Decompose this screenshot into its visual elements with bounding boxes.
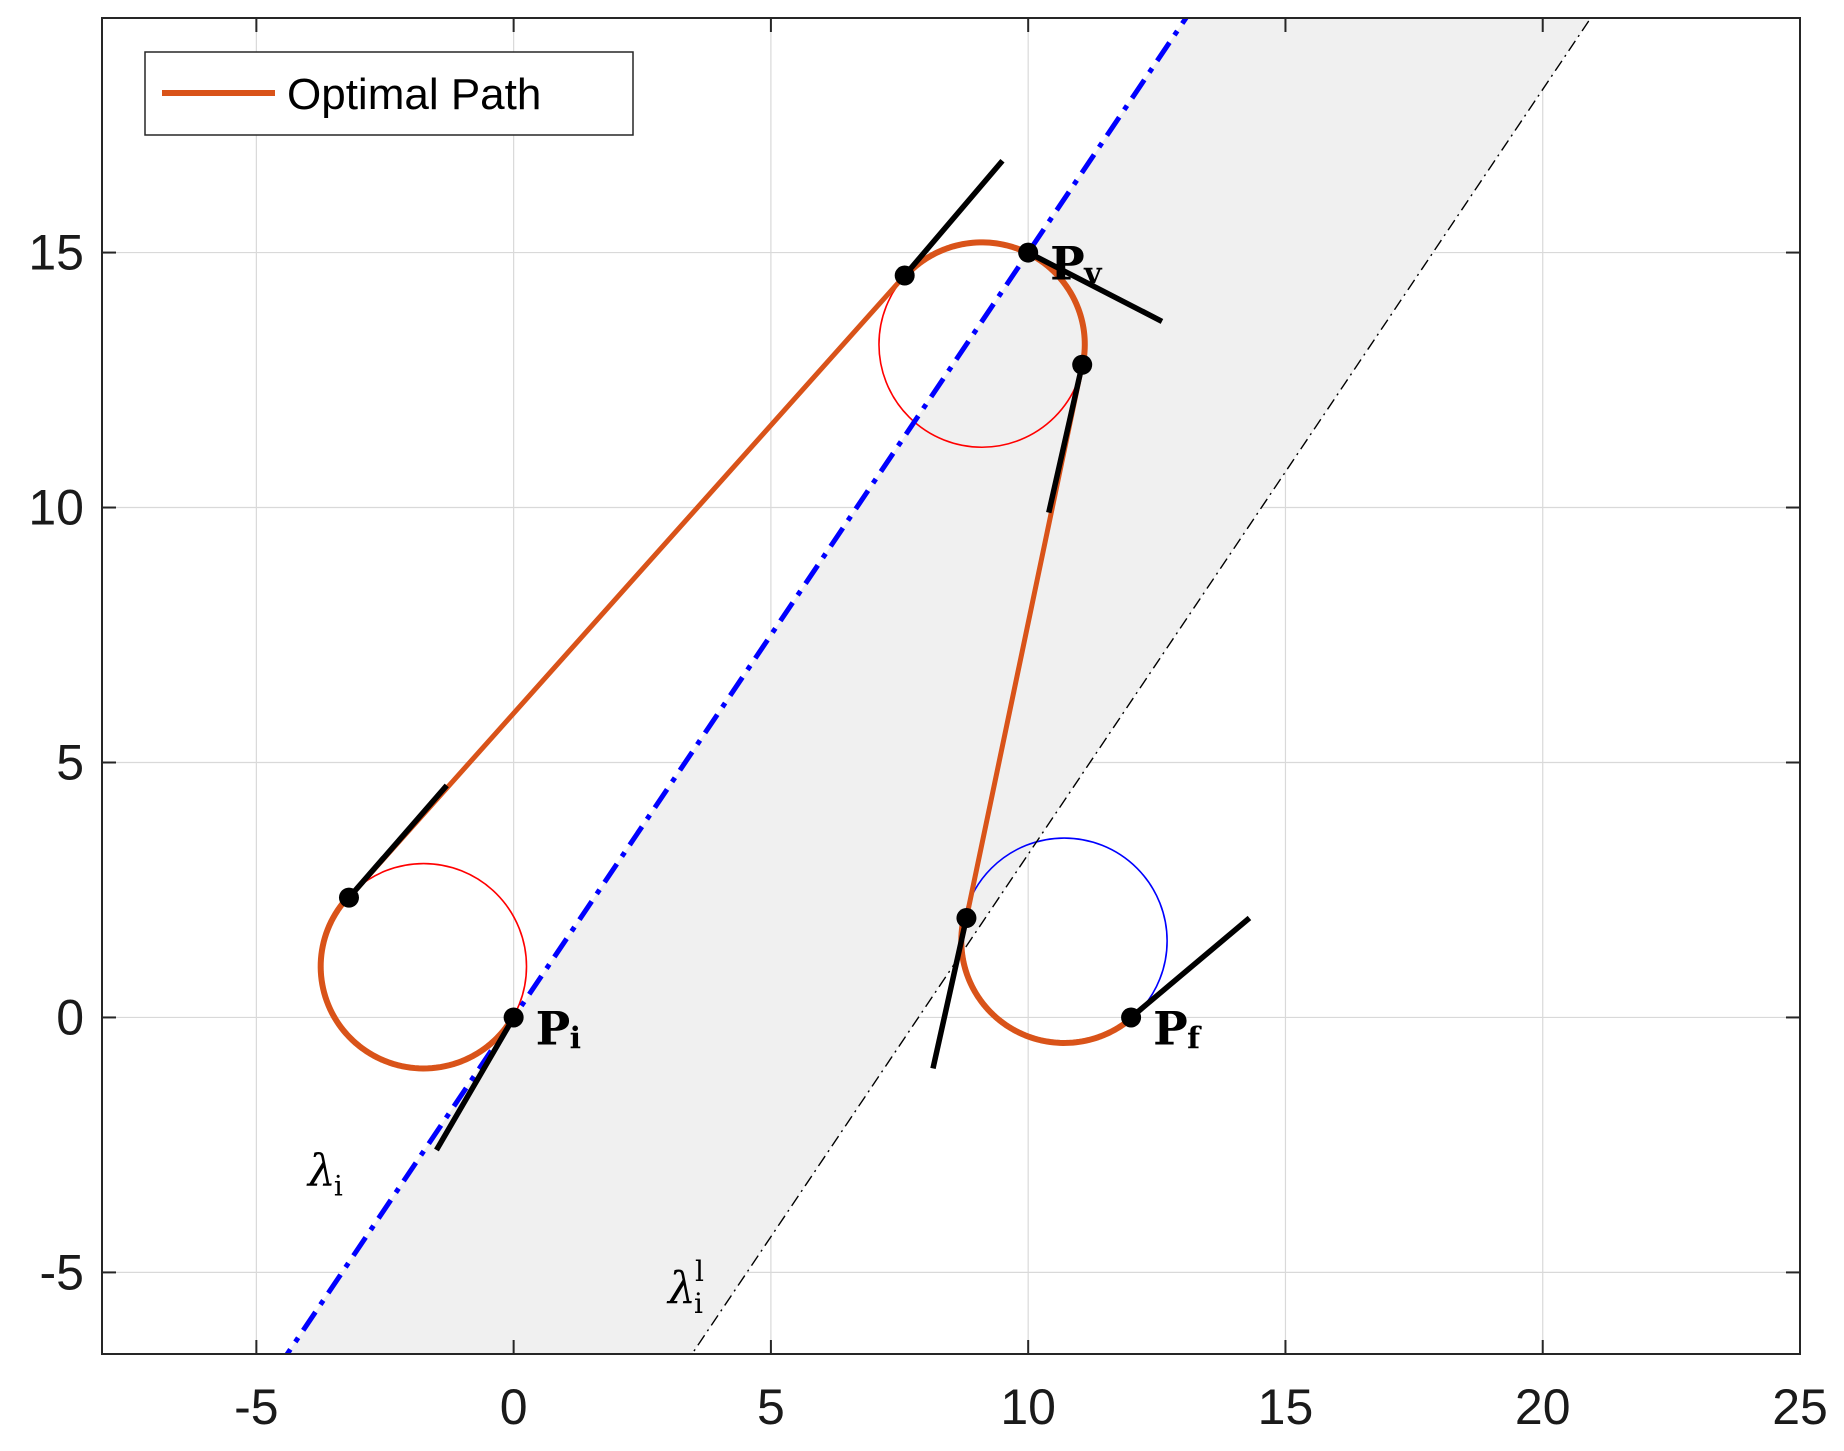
point-Pf-marker [1121, 1007, 1142, 1028]
switch-point-marker [1072, 354, 1093, 375]
y-tick-label: 10 [28, 480, 84, 536]
tangent-segment [902, 158, 1005, 278]
y-tick-label: 15 [28, 225, 84, 281]
tangent-segment [1026, 250, 1164, 324]
lambda-label: λ [666, 1263, 696, 1314]
y-tick-label: -5 [40, 1244, 84, 1300]
point-Pi-marker [503, 1007, 524, 1028]
tangent-segment [1129, 915, 1252, 1020]
axis-ticks: -5 0 5 10 15 20 25 -5 0 5 10 15 [28, 18, 1828, 1435]
x-tick-label: 25 [1772, 1379, 1828, 1435]
point-Pv-marker [1018, 242, 1039, 263]
point-Pi-subscript: i [570, 1021, 581, 1056]
tangent-segment [1046, 364, 1085, 514]
point-Pv-label: P [1050, 237, 1085, 291]
tangent-segments [346, 158, 1252, 1152]
feasible-band [287, 18, 1591, 1354]
point-Pf-subscript: f [1187, 1021, 1202, 1056]
path-markers [338, 242, 1142, 1028]
point-Pf-label: P [1153, 1001, 1188, 1055]
lambda-label-superscript: l [695, 1255, 704, 1288]
x-tick-label: 10 [1000, 1379, 1056, 1435]
x-tick-label: 20 [1515, 1379, 1571, 1435]
lambda-i-line [284, 18, 1189, 1354]
legend-box [144, 51, 634, 136]
tangent-segment [930, 917, 970, 1070]
lambda-label-subscript: i [694, 1287, 703, 1320]
x-tick-label: 5 [757, 1379, 785, 1435]
point-Pi-label: P [536, 1001, 571, 1055]
y-tick-label: 0 [56, 989, 84, 1045]
x-tick-label: 15 [1258, 1379, 1314, 1435]
legend: Optimal Path [144, 51, 634, 136]
switch-point-marker [338, 887, 359, 908]
point-Pv-subscript: v [1083, 257, 1103, 292]
optimal-path-arc [958, 914, 1135, 1046]
reference-lines [284, 18, 1592, 1354]
axes-box [101, 17, 1801, 1355]
lambda-label: λ [306, 1146, 336, 1197]
band-area [287, 18, 1591, 1354]
tangent-segment [434, 1016, 517, 1152]
x-tick-label: 0 [500, 1379, 528, 1435]
optimal-path-arc [317, 893, 516, 1072]
tangent-segment [346, 783, 449, 900]
lambda-label-subscript: i [334, 1170, 343, 1203]
switch-point-marker [894, 265, 915, 286]
legend-label: Optimal Path [287, 70, 541, 119]
x-tick-label: -5 [234, 1379, 278, 1435]
lambda-i-l-line [691, 18, 1592, 1354]
y-tick-label: 5 [56, 734, 84, 790]
switch-point-marker [956, 908, 977, 929]
